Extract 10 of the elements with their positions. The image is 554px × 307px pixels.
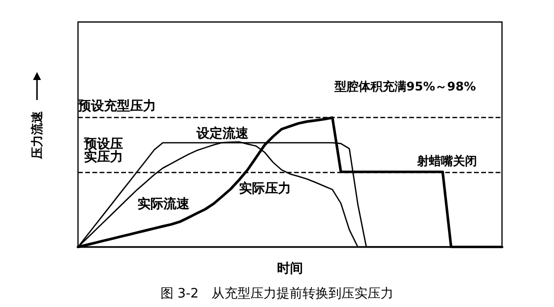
ref-line-label: 预设充型压力: [77, 98, 156, 114]
series-label: 实际压力: [239, 180, 292, 196]
text: 图 3-2 从充型压力提前转换到压实压力: [160, 286, 394, 302]
series-label: 实际流速: [137, 196, 190, 212]
x-axis-title: 时间: [277, 262, 303, 276]
annotation: 型腔体积充满95%～98%: [333, 80, 476, 94]
series-label: 设定流速: [196, 125, 250, 142]
ref-line-label: 预设压实压力: [83, 136, 123, 165]
y-axis-title: 压力流速: [30, 110, 44, 160]
annotation: 射蜡嘴关闭: [416, 154, 478, 168]
